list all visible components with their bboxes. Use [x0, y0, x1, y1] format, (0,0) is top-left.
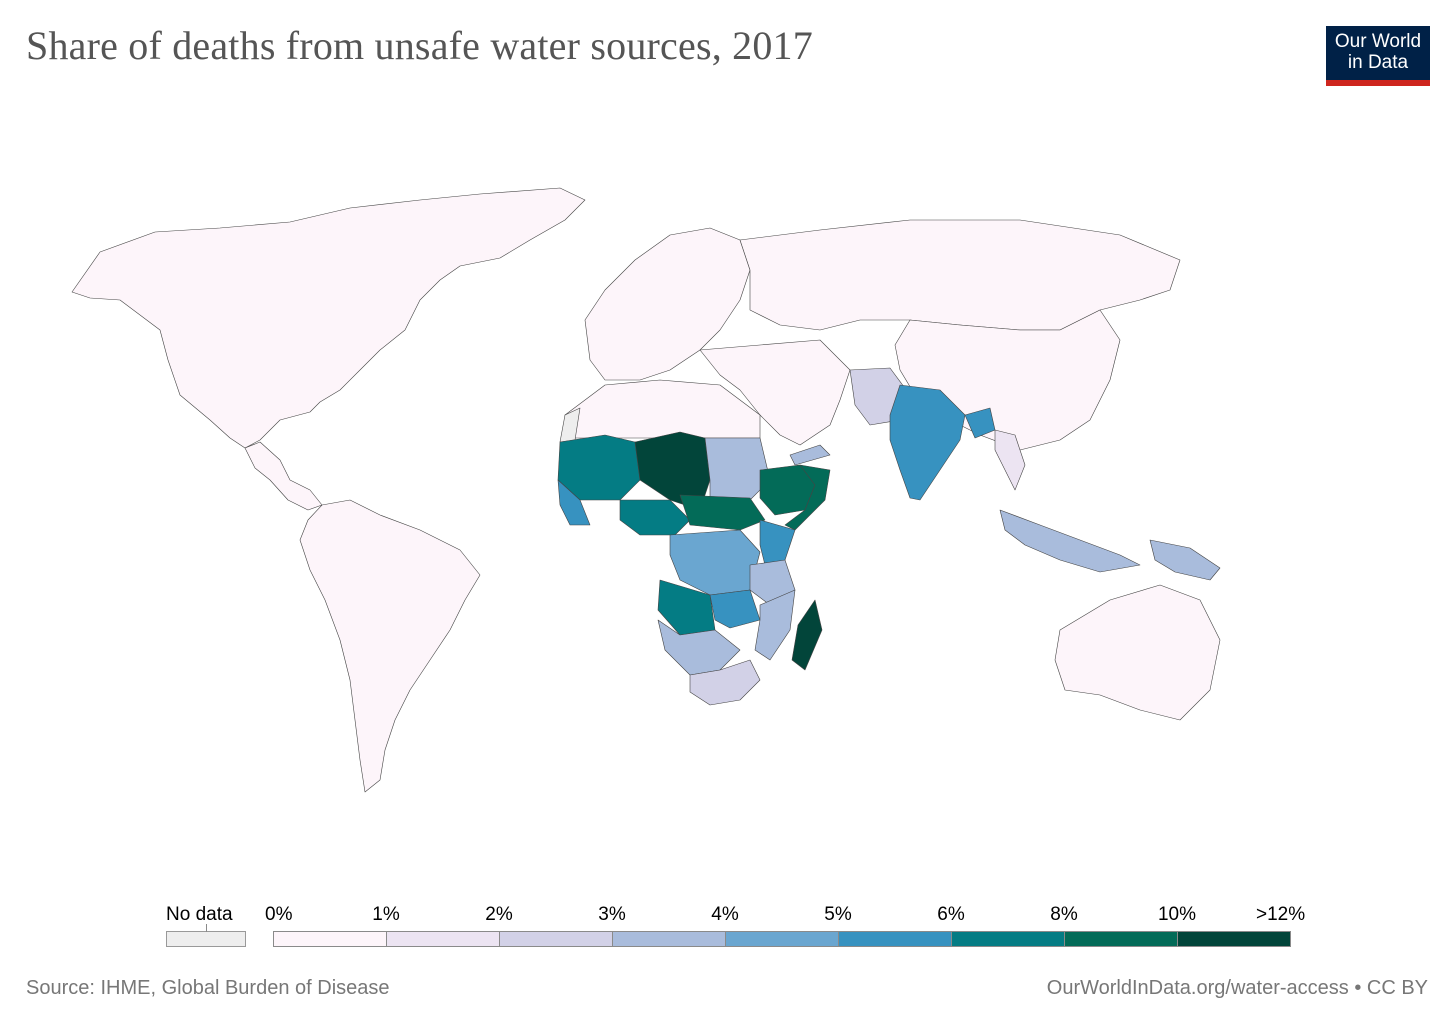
legend-no-data-tick [206, 924, 207, 932]
logo-line-2: in Data [1347, 52, 1409, 73]
map-region-yemen[interactable] [789, 444, 831, 466]
legend-tick-label: 8% [1050, 904, 1078, 925]
legend-bin[interactable] [499, 931, 613, 947]
logo-line-1: Our World [1334, 31, 1422, 52]
map-region-south-sudan-car[interactable] [679, 494, 766, 531]
map-region-australia[interactable] [1054, 584, 1221, 721]
map-region-europe[interactable] [584, 227, 751, 381]
legend-tick-label: 2% [485, 904, 513, 925]
legend-bin[interactable] [725, 931, 839, 947]
legend-bin[interactable] [612, 931, 726, 947]
map-region-south-africa[interactable] [689, 659, 761, 706]
legend-bin[interactable] [273, 931, 387, 947]
map-region-somalia[interactable] [784, 464, 831, 531]
source-note: Source: IHME, Global Burden of Disease [26, 977, 390, 999]
map-region-nigeria[interactable] [619, 499, 691, 536]
legend-bin[interactable] [951, 931, 1065, 947]
owid-logo[interactable]: Our World in Data [1326, 26, 1430, 86]
map-region-russia[interactable] [739, 219, 1181, 331]
map-region-papua-new-guinea[interactable] [1149, 539, 1221, 581]
legend-no-data-label: No data [166, 904, 233, 925]
legend-tick-label: 4% [711, 904, 739, 925]
map-region-middle-east[interactable] [699, 339, 851, 446]
legend-tick-label: 10% [1157, 904, 1197, 925]
map-region-central-america[interactable] [244, 441, 323, 511]
map-region-indonesia[interactable] [999, 509, 1141, 573]
legend-bin[interactable] [1177, 931, 1291, 947]
legend-tick-label: >12% [1256, 904, 1306, 925]
legend-tick-label: 1% [372, 904, 400, 925]
legend-tick-label: 6% [937, 904, 965, 925]
map-region-zambia[interactable] [709, 589, 761, 629]
map-region-mozambique[interactable] [754, 589, 796, 661]
chart-title: Share of deaths from unsafe water source… [26, 23, 813, 68]
legend-bin[interactable] [838, 931, 952, 947]
world-map [71, 187, 1221, 793]
map-region-india[interactable] [889, 384, 966, 501]
map-region-madagascar[interactable] [791, 599, 823, 671]
legend-bin[interactable] [386, 931, 500, 947]
map-region-south-america[interactable] [299, 499, 481, 793]
map-region-mali-mauritania[interactable] [557, 434, 641, 501]
source-url-link[interactable]: OurWorldInData.org/water-access • CC BY [1046, 977, 1428, 999]
legend-no-data-swatch [166, 931, 246, 947]
map-region-namibia-botswana[interactable] [657, 619, 741, 676]
legend-tick-label: 5% [824, 904, 852, 925]
map-region-guinea-sierra-leone[interactable] [557, 479, 591, 526]
map-region-dr-congo[interactable] [669, 529, 761, 596]
map-region-north-america[interactable] [71, 187, 586, 449]
map-region-myanmar[interactable] [994, 429, 1026, 491]
map-legend: No data 0% 1% 2% 3% 4% 5% 6% 8% 10% >12% [0, 890, 1456, 950]
map-region-niger-chad[interactable] [634, 431, 711, 511]
legend-bin[interactable] [1064, 931, 1178, 947]
map-region-north-africa[interactable] [564, 379, 761, 439]
legend-tick-label: 3% [598, 904, 626, 925]
legend-tick-label: 0% [265, 904, 293, 925]
